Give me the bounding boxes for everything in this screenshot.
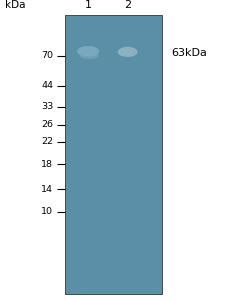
Text: 18: 18: [41, 160, 53, 169]
Ellipse shape: [117, 47, 137, 57]
Text: 14: 14: [41, 184, 53, 194]
Text: 1: 1: [84, 1, 91, 10]
Ellipse shape: [77, 46, 99, 57]
Bar: [65, 15, 162, 294]
Text: 2: 2: [124, 1, 131, 10]
Text: 70: 70: [41, 51, 53, 60]
Text: kDa: kDa: [5, 0, 25, 10]
Text: 33: 33: [41, 102, 53, 111]
Text: 44: 44: [41, 81, 53, 90]
Text: 10: 10: [41, 207, 53, 216]
Text: 63kDa: 63kDa: [171, 47, 207, 58]
Ellipse shape: [80, 52, 98, 59]
Text: 26: 26: [41, 120, 53, 129]
Text: 22: 22: [41, 137, 53, 146]
